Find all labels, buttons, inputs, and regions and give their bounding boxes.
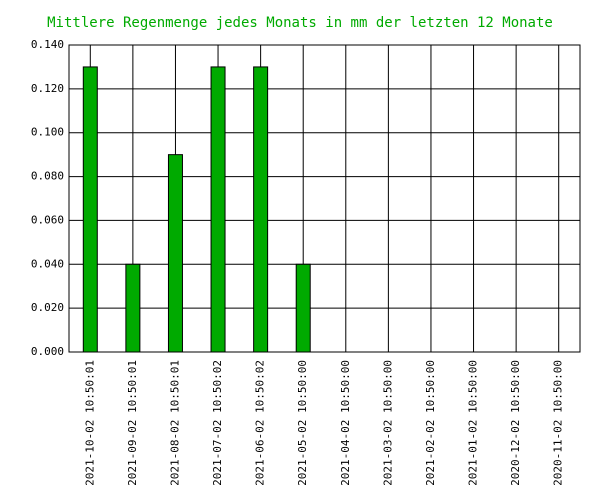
bar	[210, 66, 226, 353]
y-tick-label: 0.000	[31, 345, 64, 358]
y-tick-label: 0.060	[31, 213, 64, 226]
bar	[82, 66, 98, 353]
bar	[125, 263, 141, 353]
x-tick-label: 2020-12-02 10:50:00	[509, 360, 522, 486]
x-tick-label: 2021-03-02 10:50:00	[381, 360, 394, 486]
x-tick-label: 2021-09-02 10:50:01	[126, 360, 139, 486]
bar	[295, 263, 311, 353]
y-tick-label: 0.100	[31, 126, 64, 139]
x-tick-label: 2021-01-02 10:50:00	[467, 360, 480, 486]
x-tick-label: 2021-08-02 10:50:01	[168, 360, 181, 486]
y-tick-label: 0.040	[31, 257, 64, 270]
x-tick-label: 2021-02-02 10:50:00	[424, 360, 437, 486]
y-tick-label: 0.020	[31, 301, 64, 314]
x-tick-label: 2021-05-02 10:50:00	[296, 360, 309, 486]
x-tick-label: 2021-04-02 10:50:00	[339, 360, 352, 486]
x-tick-label: 2021-10-02 10:50:01	[83, 360, 96, 486]
plot-frame	[68, 44, 581, 353]
x-tick-label: 2021-07-02 10:50:02	[211, 360, 224, 486]
y-tick-label: 0.140	[31, 38, 64, 51]
y-tick-label: 0.120	[31, 82, 64, 95]
y-tick-label: 0.080	[31, 170, 64, 183]
bar	[167, 154, 183, 353]
bar	[253, 66, 269, 353]
x-tick-label: 2021-06-02 10:50:02	[254, 360, 267, 486]
x-tick-label: 2020-11-02 10:50:00	[552, 360, 565, 486]
chart-title: Mittlere Regenmenge jedes Monats in mm d…	[47, 15, 553, 31]
